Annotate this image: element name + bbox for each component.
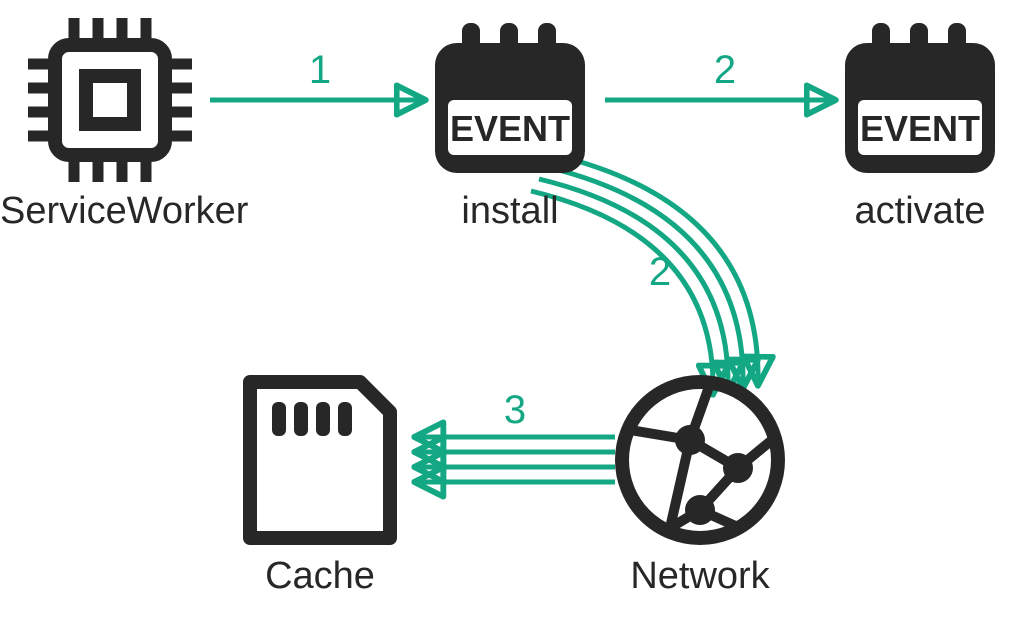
- serviceworker-label: ServiceWorker: [0, 190, 230, 233]
- activate-node: EVENT: [0, 0, 1014, 634]
- activate-label: activate: [840, 190, 1000, 233]
- cache-node: [0, 0, 1014, 634]
- arrows-layer: [0, 0, 1014, 634]
- event-text-activate: EVENT: [860, 108, 980, 149]
- install-node: EVENT: [0, 0, 1014, 634]
- edge2b-label: 2: [640, 250, 680, 295]
- cache-label: Cache: [245, 555, 395, 598]
- event-text-install: EVENT: [450, 108, 570, 149]
- edge-network-cache: [420, 437, 615, 482]
- diagram-canvas: EVENT EVENT: [0, 0, 1014, 634]
- edge3-label: 3: [495, 388, 535, 433]
- serviceworker-node: [0, 0, 1014, 634]
- install-label: install: [430, 190, 590, 233]
- edge2a-label: 2: [705, 48, 745, 93]
- edge1-label: 1: [300, 48, 340, 93]
- network-node: [0, 0, 1014, 634]
- network-label: Network: [615, 555, 785, 598]
